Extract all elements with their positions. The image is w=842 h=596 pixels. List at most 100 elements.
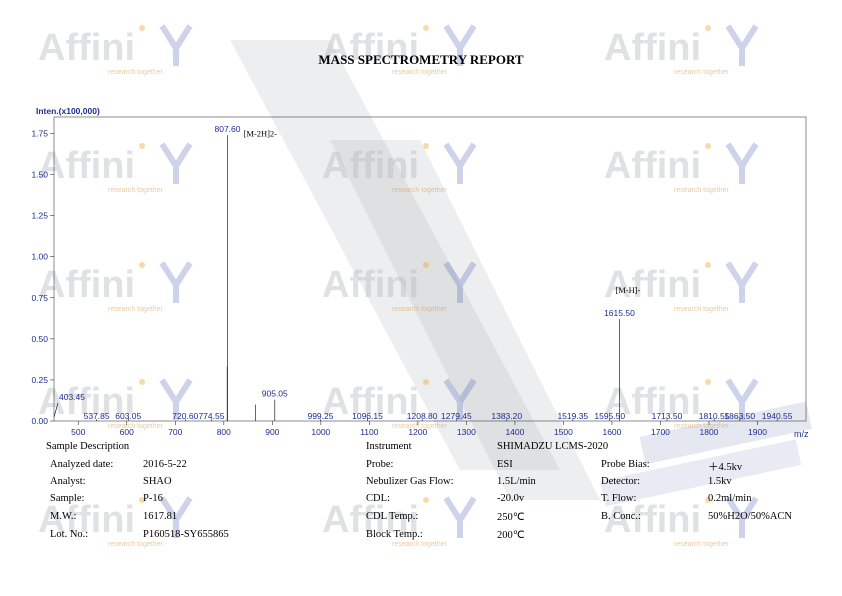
- peak-label: 1383.20: [491, 411, 522, 421]
- watermark-tagline: research together: [108, 187, 164, 194]
- watermark-dot-icon: [705, 379, 711, 385]
- watermark-y-icon: [443, 142, 477, 184]
- x-tick-label: 500: [71, 427, 85, 437]
- y-tick-label: 0.25: [31, 375, 48, 385]
- watermark-logo-text: Affini: [38, 499, 135, 541]
- peak-label: 1810.55: [699, 411, 730, 421]
- watermark-dot-icon: [423, 143, 429, 149]
- sample-info-value: SHAO: [143, 476, 172, 487]
- sample-info-value: P160518-SY655865: [143, 529, 229, 540]
- watermark-tagline: research together: [392, 187, 448, 194]
- y-tick-label: 1.75: [31, 128, 48, 138]
- watermark-tagline: research together: [108, 306, 164, 313]
- peak-bar: [53, 402, 59, 418]
- watermark-tagline: research together: [674, 423, 730, 430]
- watermark-dot-icon: [139, 497, 145, 503]
- peak-label: 905.05: [262, 389, 288, 399]
- watermark-dot-icon: [705, 143, 711, 149]
- watermark-dot-icon: [139, 143, 145, 149]
- watermark-logo-text: Affini: [604, 264, 701, 306]
- instrument-info-value: -20.0v: [497, 493, 525, 504]
- x-tick-label: 1700: [651, 427, 670, 437]
- extra-info-label: Detector:: [601, 476, 641, 487]
- peak-label: 1615.50: [604, 308, 635, 318]
- x-tick-label: 800: [217, 427, 231, 437]
- watermark-y-icon: [725, 24, 759, 66]
- peak-label: 1940.55: [762, 411, 793, 421]
- peak-label: 807.60: [214, 124, 240, 134]
- sample-info-label: Sample Description: [46, 441, 130, 452]
- watermark-y-icon: [725, 496, 759, 538]
- x-tick-label: 1100: [360, 427, 379, 437]
- watermark-tagline: research together: [674, 187, 730, 194]
- sample-info-label: Sample:: [50, 493, 85, 504]
- plot-frame: [53, 116, 807, 422]
- peak-annotation: [M-2H]2-: [243, 129, 277, 139]
- y-tick-label: 1.50: [31, 170, 48, 180]
- y-tick-label: 1.00: [31, 252, 48, 262]
- peak-label: 1519.35: [557, 411, 588, 421]
- watermark-logo-text: Affini: [322, 381, 419, 423]
- extra-info-value: 0.2ml/min: [708, 493, 752, 504]
- peak-labels-group: 403.45 537.85 603.05 720.60 774.55 807.60 905.…: [59, 124, 793, 421]
- peak-label: 1279.45: [441, 411, 472, 421]
- watermark-tagline: research together: [392, 423, 448, 430]
- watermark-y-icon: [725, 378, 759, 420]
- instrument-info-label: Instrument: [366, 441, 412, 452]
- watermark-logo-text: Affini: [322, 264, 419, 306]
- peak-label: 999.25: [307, 411, 333, 421]
- watermark-tagline: research together: [674, 69, 730, 76]
- peak-label: 537.85: [84, 411, 110, 421]
- sample-info-label: Lot. No.:: [50, 529, 89, 540]
- watermark-y-icon: [159, 24, 193, 66]
- instrument-info-value: ESI: [497, 459, 513, 470]
- watermark-tagline: research together: [108, 423, 164, 430]
- y-axis-label: Inten.(x100,000): [36, 106, 100, 116]
- x-tick-label: 1400: [505, 427, 524, 437]
- extra-info-value: 50%H2O/50%ACN: [708, 511, 792, 522]
- watermark-dot-icon: [139, 262, 145, 268]
- y-tick-label: 0.50: [31, 334, 48, 344]
- instrument-info-value: SHIMADZU LCMS-2020: [497, 441, 609, 452]
- peaks-group: [53, 135, 778, 421]
- watermark-tagline: research together: [674, 306, 730, 313]
- watermark-y-icon: [443, 378, 477, 420]
- instrument-info-value: 200℃: [497, 530, 525, 541]
- watermark-y-icon: [159, 261, 193, 303]
- watermark-y-icon: [443, 496, 477, 538]
- extra-info-value: 1.5kv: [708, 476, 732, 487]
- watermark-dot-icon: [423, 497, 429, 503]
- sample-info-label: M.W.:: [50, 511, 77, 522]
- y-tick-label: 0.00: [31, 416, 48, 426]
- watermark-dot-icon: [139, 25, 145, 31]
- watermark-dot-icon: [423, 379, 429, 385]
- x-tick-label: 900: [265, 427, 279, 437]
- watermark-tagline: research together: [392, 69, 448, 76]
- extra-info-label: Probe Bias:: [601, 459, 650, 470]
- watermark-dot-icon: [705, 262, 711, 268]
- instrument-info-label: Probe:: [366, 459, 394, 470]
- x-tick-label: 1800: [700, 427, 719, 437]
- watermark-dot-icon: [139, 379, 145, 385]
- watermark-tagline: research together: [674, 541, 730, 548]
- watermark-logo-text: Affini: [604, 381, 701, 423]
- extra-info-label: T. Flow:: [601, 493, 637, 504]
- extra-info-value: ＋4.5kv: [708, 462, 743, 473]
- watermark-logo-text: Affini: [604, 499, 701, 541]
- peak-label: 1595.50: [594, 411, 625, 421]
- watermark-dot-icon: [423, 25, 429, 31]
- peak-label: 720.60: [172, 411, 198, 421]
- x-tick-label: 1600: [602, 427, 621, 437]
- instrument-info-label: CDL:: [366, 493, 390, 504]
- instrument-info-value: 250℃: [497, 512, 525, 523]
